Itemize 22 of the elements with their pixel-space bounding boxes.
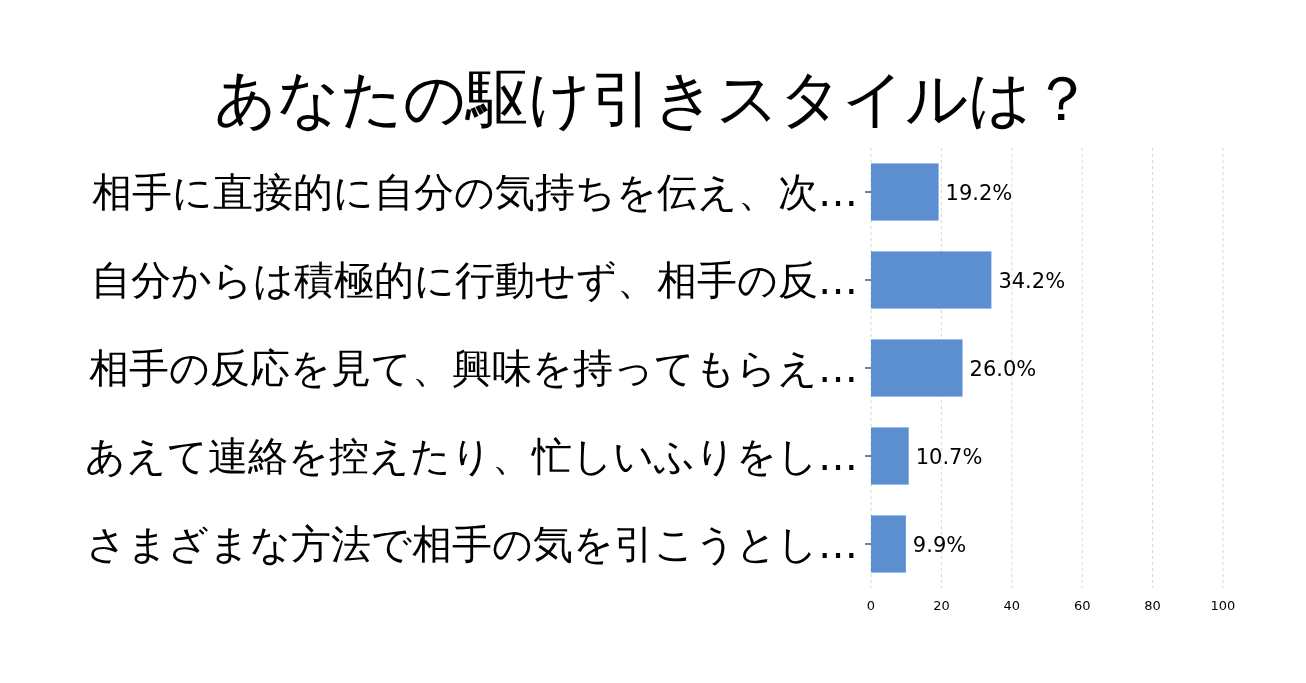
x-tick-label: 60: [1073, 598, 1091, 613]
bar: [871, 339, 963, 397]
bar: [871, 427, 909, 485]
y-tick-label: あえて連絡を控えたり、忙しいふりをし…: [85, 433, 858, 479]
data-label: 34.2%: [998, 269, 1066, 293]
data-label: 9.9%: [912, 533, 967, 557]
y-tick-label: 相手に直接的に自分の気持ちを伝え、次…: [92, 169, 858, 215]
y-tick-label: 相手の反応を見て、興味を持ってもらえ…: [89, 345, 858, 391]
data-label: 19.2%: [945, 181, 1013, 205]
x-tick-label: 0: [866, 598, 876, 613]
y-tick-label: 自分からは積極的に行動せず、相手の反…: [91, 257, 858, 303]
x-tick-label: 40: [1003, 598, 1021, 613]
x-tick-label: 100: [1210, 598, 1236, 613]
x-tick-label: 20: [933, 598, 950, 613]
chart-title: あなたの駆け引きスタイルは？: [213, 62, 1093, 135]
x-tick-label: 80: [1144, 598, 1161, 613]
data-label: 10.7%: [915, 445, 983, 469]
bar: [871, 515, 906, 573]
bar: [871, 251, 992, 309]
data-label: 26.0%: [969, 357, 1037, 381]
y-tick-label: さまざまな方法で相手の気を引こうとし…: [86, 521, 858, 567]
bar: [871, 163, 939, 221]
